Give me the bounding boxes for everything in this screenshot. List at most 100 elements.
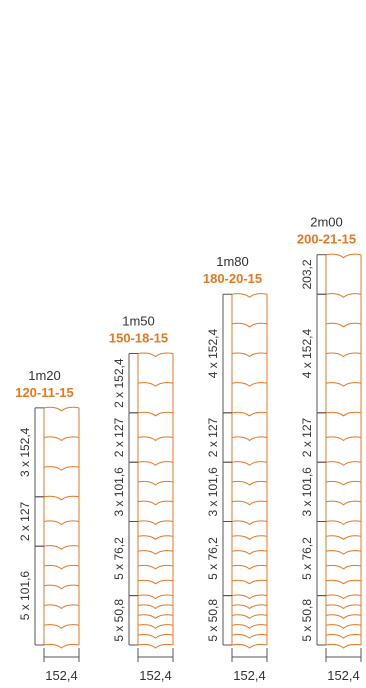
- column-2m00-group-label: 5 x 50,8: [300, 599, 314, 642]
- column-2m00-slat: [325, 564, 362, 570]
- column-1m80-group-label: 3 x 101,6: [206, 467, 220, 517]
- column-1m50-size-label: 1m50: [122, 314, 155, 329]
- column-2m00-slat: [325, 594, 362, 600]
- column-1m80-group-label: 5 x 76,2: [206, 537, 220, 580]
- column-1m80-slat: [231, 643, 268, 649]
- column-1m20-slat: [43, 495, 80, 501]
- column-2m00-slat: [325, 322, 362, 328]
- column-2m00-slat: [325, 579, 362, 585]
- column-1m50-slat: [137, 579, 174, 585]
- column-2m00-group-label: 3 x 101,6: [300, 467, 314, 517]
- column-2m00-slat: [325, 436, 362, 442]
- column-2m00-slat: [325, 634, 362, 639]
- column-1m20-code-label: 120-11-15: [15, 385, 74, 400]
- column-1m80-slat-top: [231, 293, 268, 298]
- column-1m80-slat: [231, 564, 268, 570]
- column-1m80-group-label: 4 x 152,4: [206, 329, 220, 379]
- column-1m80-code-label: 180-20-15: [203, 271, 262, 286]
- column-1m80-slat: [231, 624, 268, 629]
- column-1m50-group-label: 3 x 101,6: [112, 467, 126, 517]
- column-1m80-slat: [231, 579, 268, 585]
- column-1m20-width-label: 152,4: [45, 668, 78, 683]
- column-1m20-slat: [43, 466, 80, 471]
- column-1m20-group-label: 3 x 152,4: [18, 427, 32, 477]
- column-1m20-group-label: 2 x 127: [18, 501, 32, 541]
- column-2m00-slat: [325, 352, 362, 358]
- column-1m20-slat: [43, 436, 80, 442]
- column-2m00-group-label: 5 x 76,2: [300, 537, 314, 580]
- column-1m80-slat: [231, 550, 268, 555]
- column-1m20-slat: [43, 584, 80, 590]
- column-1m80-slat: [231, 520, 268, 526]
- column-1m50-group-label: 5 x 50,8: [112, 599, 126, 642]
- column-1m20-group-label: 5 x 101,6: [18, 571, 32, 621]
- column-2m00-slat-top: [325, 253, 362, 259]
- column-1m50-slat: [137, 480, 174, 486]
- column-2m00-code-label: 200-21-15: [297, 232, 356, 247]
- column-1m50-slat: [137, 550, 174, 555]
- column-1m80-slat: [231, 614, 268, 620]
- column-1m50-slat: [137, 535, 174, 540]
- column-1m20-slat: [43, 643, 80, 649]
- column-1m50-slat: [137, 594, 174, 600]
- column-2m00-group-label: 4 x 152,4: [300, 329, 314, 379]
- column-2m00-slat: [325, 624, 362, 629]
- column-1m80-slat: [231, 634, 268, 639]
- column-2m00-slat: [325, 382, 362, 387]
- column-2m00-slat: [325, 535, 362, 540]
- column-1m80-slat: [231, 500, 268, 506]
- column-1m50-slat: [137, 411, 174, 417]
- column-2m00-slat: [325, 643, 362, 649]
- column-1m80-slat: [231, 535, 268, 540]
- column-1m20-slat: [43, 624, 80, 629]
- column-1m50-slat: [137, 634, 174, 639]
- column-2m00-slat: [325, 614, 362, 620]
- column-1m50-slat: [137, 500, 174, 506]
- column-1m50-slat: [137, 436, 174, 442]
- column-1m80-slat: [231, 480, 268, 486]
- column-2m00-slat: [325, 411, 362, 417]
- column-1m50-group-label: 2 x 127: [112, 418, 126, 458]
- column-1m20-size-label: 1m20: [28, 368, 61, 383]
- column-1m20-slat-top: [43, 406, 80, 412]
- column-1m50-slat: [137, 614, 174, 620]
- column-1m80-slat: [231, 594, 268, 600]
- column-1m50-slat: [137, 461, 174, 466]
- column-2m00-slat: [325, 461, 362, 466]
- column-1m20-slat: [43, 564, 80, 570]
- column-1m50-slat-top: [137, 352, 174, 358]
- column-2m00-slat: [325, 550, 362, 555]
- column-1m80-slat: [231, 411, 268, 417]
- column-1m80-slat: [231, 604, 268, 610]
- column-1m80-width-label: 152,4: [233, 668, 266, 683]
- column-2m00-slat: [325, 500, 362, 506]
- column-1m80-slat: [231, 382, 268, 387]
- column-1m50-slat: [137, 604, 174, 610]
- column-1m50-slat: [137, 624, 174, 629]
- column-1m80-slat: [231, 436, 268, 442]
- column-1m50-group-label: 5 x 76,2: [112, 537, 126, 580]
- column-1m50-slat: [137, 382, 174, 387]
- column-1m80-slat: [231, 322, 268, 328]
- column-1m50-slat: [137, 564, 174, 570]
- column-1m50-slat: [137, 520, 174, 526]
- column-1m80-group-label: 5 x 50,8: [206, 599, 220, 642]
- column-2m00-slat: [325, 480, 362, 486]
- column-1m20-slat: [43, 545, 80, 550]
- column-2m00-slat: [325, 520, 362, 526]
- column-1m50-slat: [137, 643, 174, 649]
- column-1m80-size-label: 1m80: [216, 254, 249, 269]
- column-2m00-slat: [325, 293, 362, 298]
- column-1m20-slat: [43, 604, 80, 610]
- column-2m00-group-label: 203,2: [300, 259, 314, 289]
- column-1m80-slat: [231, 352, 268, 358]
- column-1m50-group-label: 2 x 152,4: [112, 358, 126, 408]
- column-2m00-width-label: 152,4: [327, 668, 360, 683]
- column-1m80-slat: [231, 461, 268, 466]
- column-2m00-slat: [325, 604, 362, 610]
- column-2m00-size-label: 2m00: [310, 215, 343, 230]
- column-1m50-width-label: 152,4: [139, 668, 172, 683]
- column-1m20-slat: [43, 520, 80, 526]
